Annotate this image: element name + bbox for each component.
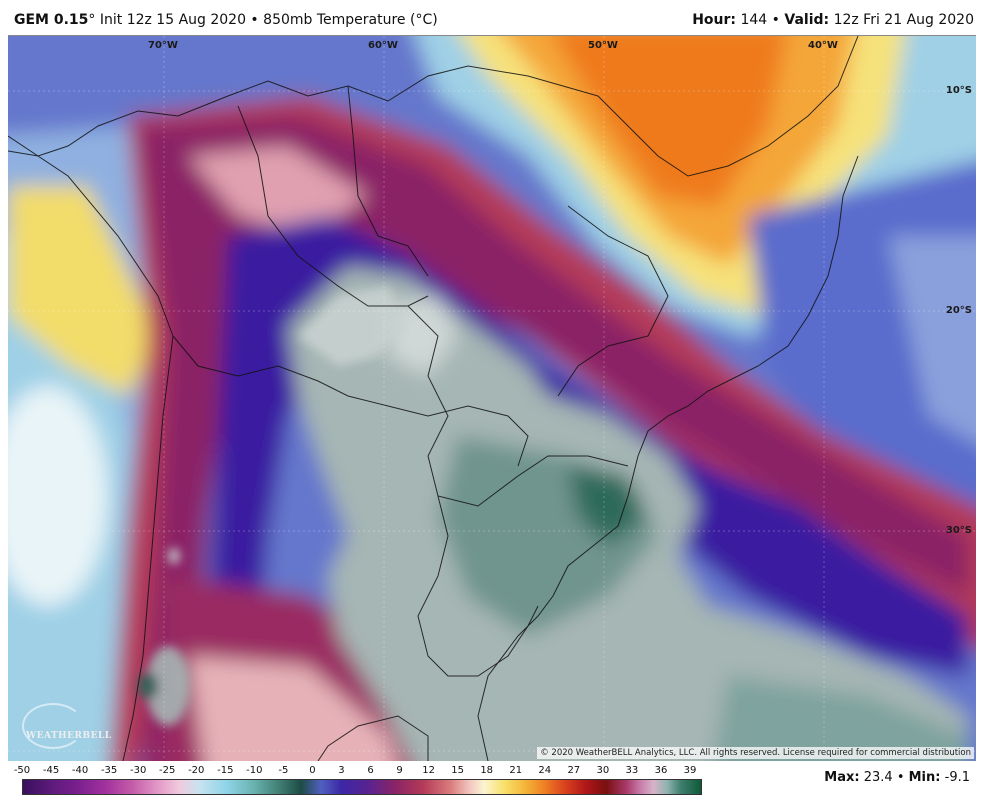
colorbar-tick-label: -25 — [159, 765, 176, 776]
separator: • — [767, 12, 785, 28]
separator: • — [892, 770, 909, 785]
lon-label-60w: 60°W — [368, 40, 398, 51]
map-title: GEM 0.15° Init 12z 15 Aug 2020 • 850mb T… — [14, 12, 438, 28]
colorbar-tick-label: 18 — [480, 765, 494, 776]
lon-label-70w: 70°W — [148, 40, 178, 51]
colorbar-tick-label: 9 — [396, 765, 403, 776]
colorbar-tick-label: 39 — [683, 765, 697, 776]
separator: • — [245, 12, 264, 28]
colorbar — [22, 779, 702, 795]
colorbar-tick-label: -10 — [246, 765, 263, 776]
init-time: ° Init 12z 15 Aug 2020 — [88, 12, 246, 28]
lon-label-40w: 40°W — [808, 40, 838, 51]
colorbar-tick-label: -30 — [130, 765, 147, 776]
colorbar-tick-label: -20 — [188, 765, 205, 776]
lat-label-20s: 20°S — [945, 305, 972, 316]
header: GEM 0.15° Init 12z 15 Aug 2020 • 850mb T… — [0, 0, 984, 34]
colorbar-tick-label: 30 — [596, 765, 610, 776]
weatherbell-logo: WEATHERBELL — [26, 731, 112, 741]
colorbar-tick-label: 27 — [567, 765, 581, 776]
lat-label-10s: 10°S — [945, 85, 972, 96]
temperature-map[interactable]: 70°W 60°W 50°W 40°W 10°S 20°S 30°S WEATH… — [8, 35, 976, 761]
colorbar-tick-label: 33 — [625, 765, 639, 776]
colorbar-tick-label: -40 — [71, 765, 89, 776]
logo-swirl-icon — [22, 703, 84, 749]
colorbar-tick-label: 6 — [367, 765, 374, 776]
colorbar-tick-labels: -50 -45 -40 -35 -30 -25 -20 -15 -10 -5 0 3 6 9 12 15 18 2… — [14, 765, 704, 777]
copyright-notice: © 2020 WeatherBELL Analytics, LLC. All r… — [537, 747, 974, 759]
colorbar-tick-label: 0 — [309, 765, 316, 776]
colorbar-tick-label: 15 — [451, 765, 465, 776]
field-name: 850mb Temperature (°C) — [263, 12, 438, 28]
colorbar-tick-label: -35 — [100, 765, 118, 776]
colorbar-tick-label: -45 — [42, 765, 60, 776]
forecast-time: Hour: 144 • Valid: 12z Fri 21 Aug 2020 — [692, 12, 974, 28]
colorbar-tick-label: 36 — [654, 765, 668, 776]
min-value: -9.1 — [944, 770, 970, 785]
hour-label: Hour: — [692, 12, 737, 28]
lon-label-50w: 50°W — [588, 40, 618, 51]
hour-value: 144 — [740, 12, 768, 28]
valid-value: 12z Fri 21 Aug 2020 — [833, 12, 974, 28]
max-min-stats: Max: 23.4 • Min: -9.1 — [824, 770, 970, 785]
map-field — [8, 36, 976, 761]
colorbar-tick-label: -50 — [13, 765, 31, 776]
colorbar-tick-label: 12 — [422, 765, 435, 776]
min-label: Min: — [908, 770, 941, 785]
model-name: GEM 0.15 — [14, 12, 89, 28]
colorbar-tick-label: -5 — [278, 765, 289, 776]
colorbar-tick-label: 21 — [509, 765, 523, 776]
max-value: 23.4 — [863, 770, 893, 785]
colorbar-tick-label: 3 — [338, 765, 345, 776]
lat-label-30s: 30°S — [945, 525, 972, 536]
colorbar-tick-label: -15 — [217, 765, 234, 776]
max-label: Max: — [824, 770, 860, 785]
colorbar-tick-label: 24 — [538, 765, 552, 776]
valid-label: Valid: — [784, 12, 830, 28]
